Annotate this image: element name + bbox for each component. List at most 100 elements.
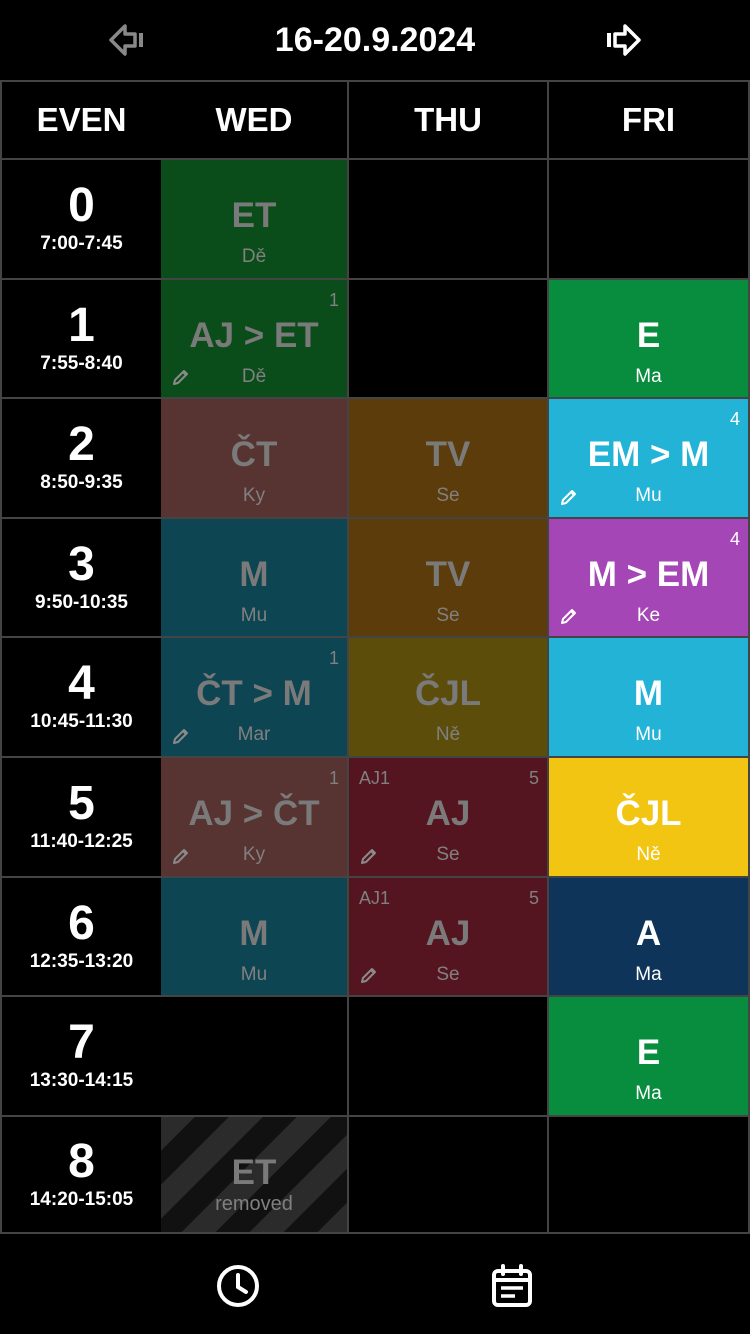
lesson-fri-period-6[interactable]: A Ma bbox=[549, 878, 748, 995]
period-time: 9:50-10:35 bbox=[35, 591, 128, 613]
lesson-teacher: Mu bbox=[635, 485, 662, 506]
lesson-teacher: Se bbox=[436, 964, 460, 985]
lesson-subject: AJ > ČT bbox=[188, 794, 320, 833]
period-number: 0 bbox=[68, 179, 95, 232]
lesson-subject: ET bbox=[231, 196, 277, 235]
lesson-status: removed bbox=[215, 1193, 293, 1215]
period-1: 1 7:55-8:40 bbox=[2, 280, 161, 397]
lesson-teacher: Ky bbox=[242, 844, 266, 865]
pencil-icon bbox=[359, 965, 379, 985]
lesson-room-badge: 4 bbox=[729, 529, 740, 549]
lesson-room-badge: 5 bbox=[528, 768, 539, 788]
period-number: 5 bbox=[68, 777, 95, 830]
lesson-thu-period-3[interactable]: TV Se bbox=[349, 519, 547, 636]
day-header-wed: WED bbox=[215, 100, 293, 138]
top-bar: 16-20.9.2024 bbox=[0, 0, 750, 80]
lesson-teacher: Mu bbox=[635, 724, 662, 745]
lesson-subject: M bbox=[239, 555, 269, 594]
lesson-fri-period-7[interactable]: E Ma bbox=[549, 997, 748, 1115]
period-time: 13:30-14:15 bbox=[29, 1070, 134, 1091]
calendar-tab-button[interactable] bbox=[488, 1262, 536, 1310]
calendar-icon bbox=[492, 1264, 532, 1307]
lesson-teacher: Mar bbox=[237, 724, 271, 745]
period-number: 2 bbox=[68, 418, 95, 471]
lesson-room-badge: 5 bbox=[528, 888, 539, 908]
period-4: 4 10:45-11:30 bbox=[2, 638, 161, 756]
day-header-fri: FRI bbox=[621, 100, 676, 138]
lesson-subject: TV bbox=[425, 555, 471, 594]
period-number: 6 bbox=[68, 896, 95, 950]
lesson-subject: AJ bbox=[425, 794, 471, 833]
lesson-group-label: AJ1 bbox=[359, 768, 391, 788]
period-time: 11:40-12:25 bbox=[30, 831, 133, 852]
pencil-icon bbox=[171, 846, 191, 866]
lesson-teacher: Dě bbox=[241, 246, 267, 267]
lesson-subject: AJ bbox=[425, 914, 471, 953]
lesson-wed-period-6[interactable]: M Mu bbox=[161, 878, 347, 995]
lesson-subject: AJ > ET bbox=[189, 316, 319, 355]
lesson-teacher: Se bbox=[436, 844, 460, 865]
period-0: 0 7:00-7:45 bbox=[2, 160, 161, 278]
period-8: 8 14:20-15:05 bbox=[2, 1117, 161, 1232]
lesson-subject: E bbox=[636, 316, 661, 355]
period-number: 7 bbox=[68, 1016, 95, 1069]
lesson-teacher: Mu bbox=[240, 964, 268, 985]
lesson-subject: ET bbox=[231, 1153, 277, 1192]
clock-tab-button[interactable] bbox=[214, 1262, 262, 1310]
lesson-thu-period-4[interactable]: ČJL Ně bbox=[349, 638, 547, 756]
prev-week-button[interactable] bbox=[106, 20, 146, 60]
period-time: 10:45-11:30 bbox=[30, 711, 133, 732]
pencil-icon bbox=[559, 606, 579, 626]
pencil-icon bbox=[559, 487, 579, 507]
lesson-fri-period-2[interactable]: EM > M Mu 4 bbox=[549, 399, 748, 517]
lesson-teacher: Ma bbox=[635, 964, 662, 985]
lesson-teacher: Dě bbox=[241, 366, 267, 387]
next-week-arrow-icon bbox=[607, 24, 641, 56]
prev-week-arrow-icon bbox=[109, 24, 143, 56]
lesson-group-label: AJ1 bbox=[359, 888, 391, 908]
lesson-teacher: Ma bbox=[635, 366, 662, 387]
lesson-thu-period-6[interactable]: AJ Se 5 AJ1 bbox=[349, 878, 547, 995]
lesson-room-badge: 1 bbox=[328, 290, 339, 310]
lesson-teacher: Se bbox=[436, 605, 460, 626]
lesson-fri-period-1[interactable]: E Ma bbox=[549, 280, 748, 397]
lesson-subject: TV bbox=[425, 435, 471, 474]
lesson-room-badge: 4 bbox=[729, 409, 740, 429]
lesson-subject: A bbox=[635, 914, 662, 953]
period-3: 3 9:50-10:35 bbox=[2, 519, 161, 636]
lesson-room-badge: 1 bbox=[328, 648, 339, 668]
lesson-teacher: Ky bbox=[242, 485, 266, 506]
clock-icon bbox=[217, 1265, 259, 1307]
period-7: 7 13:30-14:15 bbox=[2, 997, 161, 1115]
lesson-wed-period-5[interactable]: AJ > ČT Ky 1 bbox=[161, 758, 347, 876]
lesson-thu-period-5[interactable]: AJ Se 5 AJ1 bbox=[349, 758, 547, 876]
lesson-fri-period-3[interactable]: M > EM Ke 4 bbox=[549, 519, 748, 636]
lesson-wed-period-8[interactable]: ET removed bbox=[161, 1117, 347, 1232]
lesson-subject: M bbox=[633, 674, 664, 713]
period-time: 8:50-9:35 bbox=[40, 472, 123, 493]
lesson-fri-period-4[interactable]: M Mu bbox=[549, 638, 748, 756]
lesson-wed-period-4[interactable]: ČT > M Mar 1 bbox=[161, 638, 347, 756]
lesson-subject: EM > M bbox=[587, 435, 710, 474]
lesson-wed-period-0[interactable]: ET Dě bbox=[161, 160, 347, 278]
next-week-button[interactable] bbox=[604, 20, 644, 60]
lesson-subject: E bbox=[636, 1033, 661, 1072]
lesson-subject: ČT bbox=[230, 435, 278, 474]
period-5: 5 11:40-12:25 bbox=[2, 758, 161, 876]
lesson-teacher: Ke bbox=[636, 605, 661, 626]
period-time: 7:00-7:45 bbox=[40, 233, 123, 254]
lesson-thu-period-2[interactable]: TV Se bbox=[349, 399, 547, 517]
pencil-icon bbox=[359, 846, 379, 866]
lesson-wed-period-1[interactable]: AJ > ET Dě 1 bbox=[161, 280, 347, 397]
period-number: 3 bbox=[68, 537, 95, 591]
lesson-fri-period-5[interactable]: ČJL Ně bbox=[549, 758, 748, 876]
period-time: 14:20-15:05 bbox=[29, 1188, 134, 1210]
lesson-teacher: Ma bbox=[635, 1083, 662, 1104]
lesson-subject: M > EM bbox=[587, 555, 710, 594]
period-number: 1 bbox=[68, 298, 95, 352]
week-type-header: EVEN bbox=[36, 100, 127, 138]
lesson-wed-period-2[interactable]: ČT Ky bbox=[161, 399, 347, 517]
lesson-subject: ČT > M bbox=[196, 674, 312, 713]
lesson-wed-period-3[interactable]: M Mu bbox=[161, 519, 347, 636]
lesson-teacher: Mu bbox=[240, 605, 268, 626]
